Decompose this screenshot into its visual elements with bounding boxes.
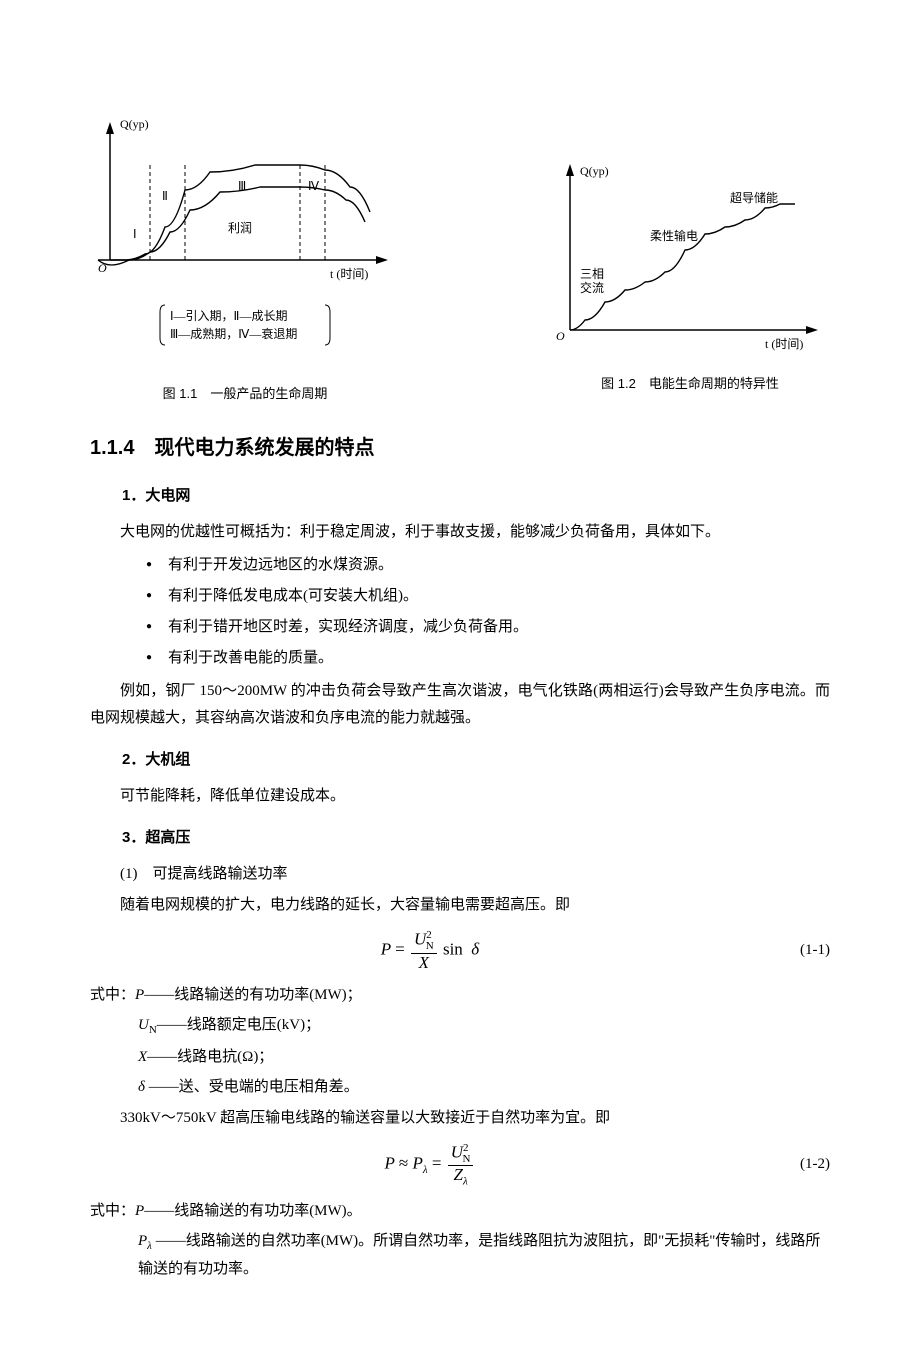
fig1-legend-2: Ⅲ—成熟期，Ⅳ—衰退期 <box>170 326 297 341</box>
eq1-vP: ——线路输送的有功功率(MW)； <box>144 987 362 1003</box>
figure-1-2-svg: Q(yp) t (时间) O 三相交流 柔性输电 超导储能 <box>550 160 830 360</box>
sub1-bullets: 有利于开发边远地区的水煤资源。 有利于降低发电成本(可安装大机组)。 有利于错开… <box>146 552 830 672</box>
sub1-bullet-4: 有利于改善电能的质量。 <box>146 645 830 672</box>
section-heading: 1.1.4 现代电力系统发展的特点 <box>90 430 830 466</box>
fig2-stage-3: 超导储能 <box>730 190 778 205</box>
fig2-stage-1: 三相交流 <box>580 267 604 295</box>
eq1-vUN: ——线路额定电压(kV)； <box>157 1017 320 1033</box>
eq2-number: (1-2) <box>770 1151 830 1178</box>
fig2-stage-2: 柔性输电 <box>650 228 698 243</box>
fig2-xlabel: t (时间) <box>765 337 803 351</box>
section-title: 现代电力系统发展的特点 <box>154 437 374 459</box>
fig1-ylabel: Q(yp) <box>120 117 149 131</box>
sub1-example: 例如，钢厂 150～200MW 的冲击负荷会导致产生高次谐波，电气化铁路(两相运… <box>90 678 830 732</box>
eq2-vPl: ——线路输送的自然功率(MW)。所谓自然功率，是指线路阻抗为波阻抗，即"无损耗"… <box>138 1233 820 1278</box>
sub3-heading: 3．超高压 <box>122 824 830 851</box>
eq1-P: P <box>381 940 391 959</box>
equation-1-1: P = U2N X sin δ (1-1) <box>90 929 830 972</box>
figure-1-2-caption: 图 1.2 电能生命周期的特异性 <box>601 372 779 395</box>
fig1-region-1: Ⅰ <box>133 227 137 241</box>
section-number: 1.1.4 <box>90 437 134 459</box>
figures-row: Q(yp) t (时间) O Ⅰ Ⅱ Ⅲ Ⅳ 利润 Ⅰ—引入期，Ⅱ—成长期 Ⅲ—… <box>90 110 830 405</box>
figure-1-1: Q(yp) t (时间) O Ⅰ Ⅱ Ⅲ Ⅳ 利润 Ⅰ—引入期，Ⅱ—成长期 Ⅲ—… <box>90 110 400 405</box>
figure-1-1-svg: Q(yp) t (时间) O Ⅰ Ⅱ Ⅲ Ⅳ 利润 Ⅰ—引入期，Ⅱ—成长期 Ⅲ—… <box>90 110 400 370</box>
fig1-region-3: Ⅲ <box>238 179 246 193</box>
sub1-heading: 1．大电网 <box>122 482 830 509</box>
fig1-region-4: Ⅳ <box>308 179 319 193</box>
fig2-ylabel: Q(yp) <box>580 164 609 178</box>
sub3-item1-text: 随着电网规模的扩大，电力线路的延长，大容量输电需要超高压。即 <box>90 892 830 919</box>
sub3-item1-title: (1) 可提高线路输送功率 <box>90 861 830 888</box>
eq2-vP: ——线路输送的有功功率(MW)。 <box>144 1203 362 1219</box>
sub2-text: 可节能降耗，降低单位建设成本。 <box>90 783 830 810</box>
eq1-vdelta: ——送、受电端的电压相角差。 <box>149 1079 359 1095</box>
fig1-legend-1: Ⅰ—引入期，Ⅱ—成长期 <box>170 309 287 323</box>
sub3-item1-post: 330kV～750kV 超高压输电线路的输送容量以大致接近于自然功率为宜。即 <box>90 1105 830 1132</box>
fig1-profit-label: 利润 <box>228 221 252 235</box>
fig2-origin: O <box>556 329 565 343</box>
eq2-where: 式中：P——线路输送的有功功率(MW)。 Pλ ——线路输送的自然功率(MW)。… <box>90 1198 830 1284</box>
figure-1-2: Q(yp) t (时间) O 三相交流 柔性输电 超导储能 图 1.2 电能生命… <box>550 160 830 405</box>
equation-1-2: P ≈ Pλ = U2N Zλ (1-2) <box>90 1142 830 1188</box>
eq1-number: (1-1) <box>770 937 830 964</box>
fig1-region-2: Ⅱ <box>162 189 168 203</box>
fig1-xlabel: t (时间) <box>330 267 368 281</box>
sub1-bullet-1: 有利于开发边远地区的水煤资源。 <box>146 552 830 579</box>
sub2-heading: 2．大机组 <box>122 746 830 773</box>
sub1-intro: 大电网的优越性可概括为：利于稳定周波，利于事故支援，能够减少负荷备用，具体如下。 <box>90 519 830 546</box>
eq1-X: X <box>138 1049 147 1065</box>
sub1-bullet-3: 有利于错开地区时差，实现经济调度，减少负荷备用。 <box>146 614 830 641</box>
eq1-where: 式中：P——线路输送的有功功率(MW)； UN——线路额定电压(kV)； X——… <box>90 982 830 1101</box>
figure-1-1-caption: 图 1.1 一般产品的生命周期 <box>163 382 328 405</box>
sub1-bullet-2: 有利于降低发电成本(可安装大机组)。 <box>146 583 830 610</box>
